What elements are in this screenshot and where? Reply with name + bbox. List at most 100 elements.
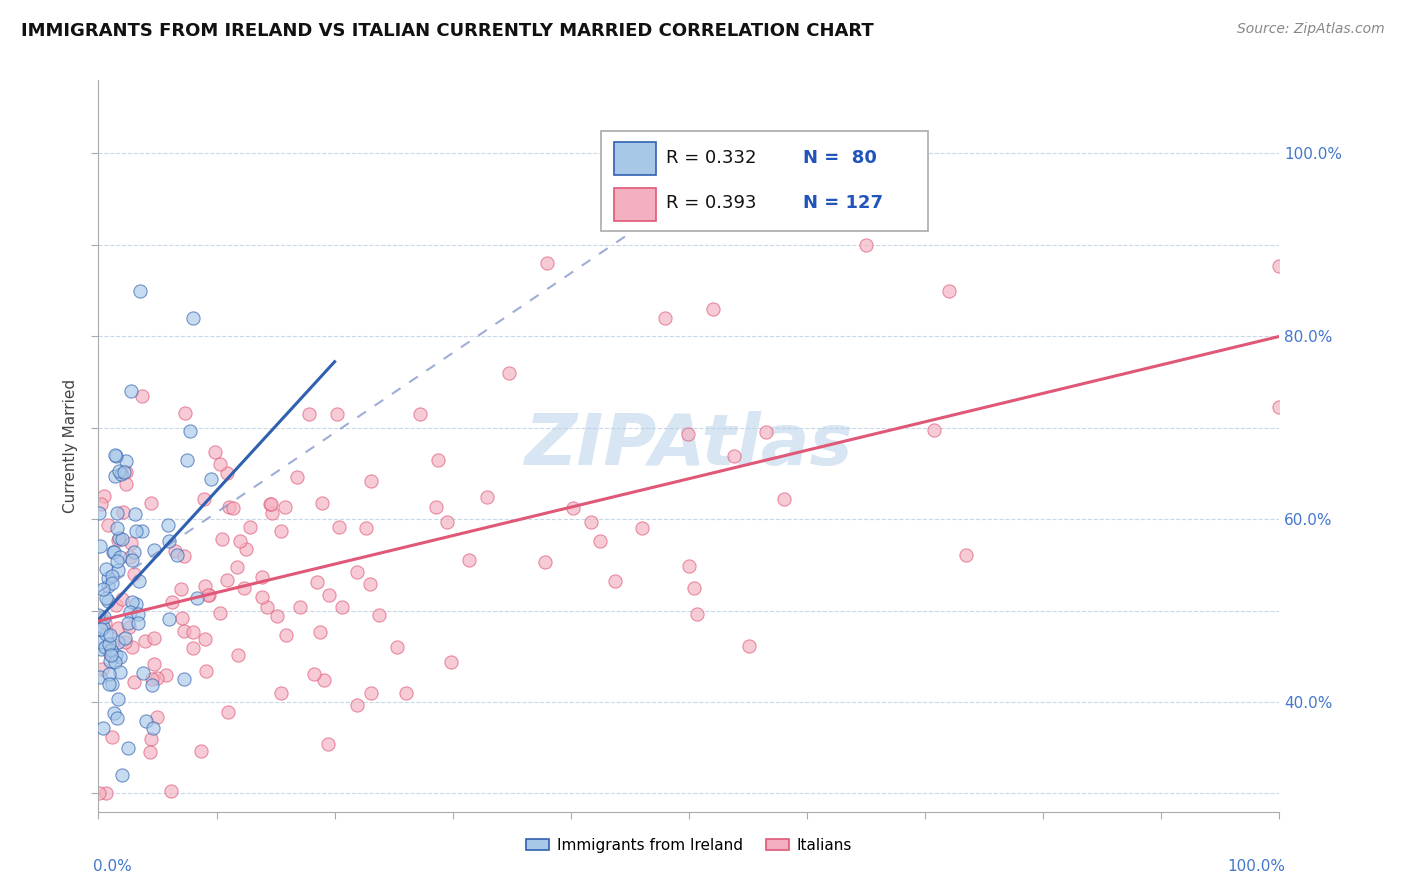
Italians bbox=[425, 500, 447, 515]
Italians bbox=[360, 475, 382, 489]
Italians bbox=[160, 784, 183, 798]
Immigrants from Ireland bbox=[101, 676, 124, 690]
Italians bbox=[146, 710, 169, 724]
Immigrants from Ireland bbox=[103, 706, 125, 720]
Italians bbox=[211, 532, 233, 546]
Immigrants from Ireland bbox=[104, 469, 127, 483]
Italians bbox=[589, 533, 612, 548]
Immigrants from Ireland bbox=[100, 642, 122, 657]
Immigrants from Ireland bbox=[105, 521, 128, 535]
Italians bbox=[298, 408, 321, 422]
Immigrants from Ireland bbox=[110, 467, 132, 481]
Immigrants from Ireland bbox=[110, 665, 132, 680]
Italians bbox=[250, 590, 273, 604]
Immigrants from Ireland bbox=[101, 545, 124, 559]
Italians bbox=[683, 582, 706, 596]
Immigrants from Ireland bbox=[105, 449, 128, 463]
Immigrants from Ireland bbox=[186, 591, 208, 605]
Italians bbox=[256, 599, 278, 614]
Text: R = 0.332: R = 0.332 bbox=[666, 150, 756, 168]
Text: 100.0%: 100.0% bbox=[1227, 859, 1285, 874]
Immigrants from Ireland bbox=[179, 424, 201, 438]
Italians bbox=[94, 787, 117, 801]
Immigrants from Ireland bbox=[90, 622, 112, 636]
Italians bbox=[630, 521, 652, 535]
Italians bbox=[394, 686, 416, 700]
Italians bbox=[163, 543, 186, 558]
Immigrants from Ireland bbox=[176, 453, 198, 467]
Italians bbox=[111, 506, 134, 520]
Immigrants from Ireland bbox=[101, 576, 124, 591]
Immigrants from Ireland bbox=[122, 545, 145, 559]
Immigrants from Ireland bbox=[97, 571, 120, 585]
Italians bbox=[90, 497, 112, 511]
Italians bbox=[97, 518, 120, 533]
Italians bbox=[368, 607, 391, 622]
Italians bbox=[100, 637, 122, 651]
Immigrants from Ireland bbox=[128, 574, 150, 588]
Italians bbox=[107, 621, 129, 635]
Italians bbox=[359, 577, 381, 591]
Immigrants from Ireland bbox=[128, 284, 150, 298]
Italians bbox=[755, 425, 778, 439]
Italians bbox=[346, 698, 368, 713]
Italians bbox=[226, 560, 249, 574]
Immigrants from Ireland bbox=[127, 615, 149, 630]
Immigrants from Ireland bbox=[127, 607, 149, 622]
Italians bbox=[98, 647, 121, 661]
Immigrants from Ireland bbox=[125, 597, 148, 611]
Italians bbox=[222, 501, 245, 516]
Italians bbox=[1268, 259, 1291, 273]
Immigrants from Ireland bbox=[104, 448, 127, 462]
Immigrants from Ireland bbox=[107, 635, 129, 649]
Italians bbox=[772, 491, 794, 506]
Italians bbox=[155, 668, 177, 682]
Italians bbox=[190, 744, 212, 758]
Italians bbox=[922, 423, 945, 437]
Italians bbox=[654, 310, 676, 325]
Immigrants from Ireland bbox=[124, 507, 146, 521]
Immigrants from Ireland bbox=[200, 472, 222, 486]
Text: 0.0%: 0.0% bbox=[93, 859, 131, 874]
Italians bbox=[105, 598, 128, 612]
Italians bbox=[120, 535, 142, 549]
Italians bbox=[676, 426, 699, 441]
Italians bbox=[181, 640, 204, 655]
Italians bbox=[305, 574, 328, 589]
Immigrants from Ireland bbox=[107, 563, 129, 577]
Immigrants from Ireland bbox=[173, 673, 195, 687]
Immigrants from Ireland bbox=[94, 562, 117, 576]
Text: R = 0.393: R = 0.393 bbox=[666, 194, 756, 212]
Italians bbox=[139, 745, 162, 759]
Italians bbox=[311, 496, 333, 510]
Italians bbox=[304, 667, 326, 681]
Italians bbox=[162, 595, 184, 609]
Immigrants from Ireland bbox=[98, 677, 121, 691]
Italians bbox=[346, 565, 368, 579]
Immigrants from Ireland bbox=[90, 642, 112, 657]
Italians bbox=[114, 635, 136, 649]
Immigrants from Ireland bbox=[121, 553, 143, 567]
Italians bbox=[328, 520, 350, 534]
Italians bbox=[141, 672, 163, 686]
Italians bbox=[197, 588, 219, 602]
Immigrants from Ireland bbox=[100, 648, 122, 662]
Italians bbox=[326, 408, 349, 422]
Italians bbox=[141, 731, 163, 746]
Italians bbox=[260, 507, 283, 521]
Italians bbox=[141, 496, 163, 510]
Immigrants from Ireland bbox=[104, 655, 127, 669]
Immigrants from Ireland bbox=[181, 310, 204, 325]
Immigrants from Ireland bbox=[108, 531, 131, 545]
Immigrants from Ireland bbox=[101, 568, 124, 582]
Immigrants from Ireland bbox=[89, 670, 111, 684]
Italians bbox=[458, 553, 481, 567]
Text: ZIPAtlas: ZIPAtlas bbox=[524, 411, 853, 481]
Italians bbox=[173, 549, 195, 564]
Italians bbox=[285, 470, 308, 484]
Italians bbox=[387, 640, 409, 654]
FancyBboxPatch shape bbox=[600, 131, 928, 231]
Immigrants from Ireland bbox=[93, 609, 115, 624]
Italians bbox=[229, 534, 252, 549]
Immigrants from Ireland bbox=[90, 634, 112, 648]
